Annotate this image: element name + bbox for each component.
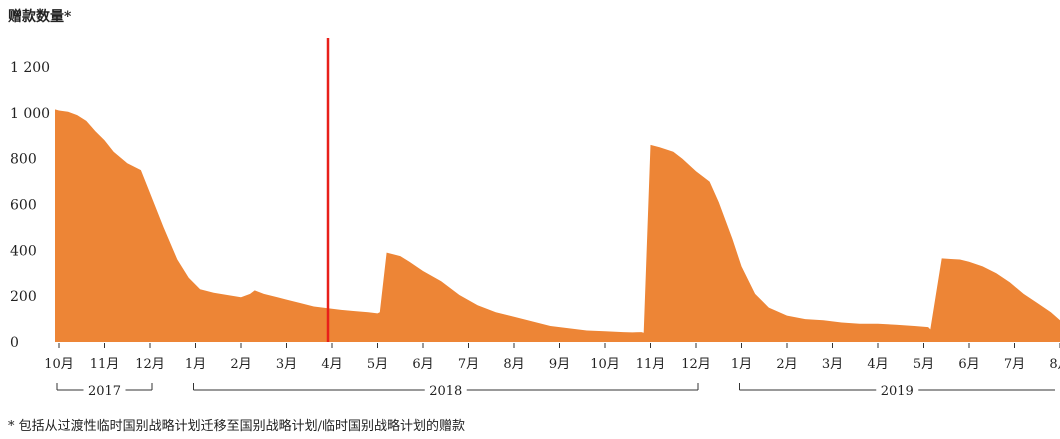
x-tick-label: 12月: [135, 357, 165, 372]
year-label: 2019: [881, 384, 914, 399]
y-tick-label: 400: [10, 243, 37, 259]
x-tick-label: 8月: [1049, 357, 1060, 372]
x-tick-label: 10月: [44, 357, 74, 372]
grant-count-area: [55, 109, 1060, 342]
y-tick-label: 1 000: [10, 106, 50, 122]
x-tick-label: 8月: [503, 357, 524, 372]
x-tick-label: 4月: [321, 357, 342, 372]
y-axis-ticks: 0 200 400 600 800 1 000 1 200: [10, 60, 50, 351]
y-tick-label: 600: [10, 198, 37, 214]
x-tick-label: 11月: [90, 357, 120, 372]
x-tick-label: 6月: [412, 357, 433, 372]
y-tick-label: 0: [10, 335, 19, 351]
x-tick-label: 1月: [731, 357, 752, 372]
x-tick-label: 1月: [185, 357, 206, 372]
x-tick-label: 7月: [458, 357, 479, 372]
y-axis-title: 赠款数量*: [8, 8, 72, 25]
x-tick-label: 11月: [636, 357, 666, 372]
x-tick-label: 2月: [776, 357, 797, 372]
x-axis-year-groups: 2017 2018 2019: [56, 383, 1055, 399]
footnote: * 包括从过渡性临时国别战略计划迁移至国别战略计划/临时国别战略计划的赠款: [8, 418, 465, 434]
x-tick-label: 5月: [367, 357, 388, 372]
x-tick-label: 7月: [1004, 357, 1025, 372]
x-tick-label: 6月: [958, 357, 979, 372]
x-tick-label: 10月: [590, 357, 620, 372]
y-tick-label: 1 200: [10, 60, 50, 76]
x-tick-label: 5月: [913, 357, 934, 372]
x-axis-month-ticks: 10月 11月 12月 1月 2月 3月 4月 5月 6月 7月 8月 9月 10月 11月 12月 1月 2月…: [44, 343, 1060, 372]
x-tick-label: 4月: [867, 357, 888, 372]
y-tick-label: 800: [10, 152, 37, 168]
y-tick-label: 200: [10, 289, 37, 305]
x-tick-label: 12月: [681, 357, 711, 372]
x-tick-label: 2月: [230, 357, 251, 372]
x-tick-label: 3月: [276, 357, 297, 372]
x-tick-label: 9月: [549, 357, 570, 372]
x-tick-label: 3月: [822, 357, 843, 372]
year-label: 2017: [88, 384, 121, 399]
year-label: 2018: [429, 384, 462, 399]
